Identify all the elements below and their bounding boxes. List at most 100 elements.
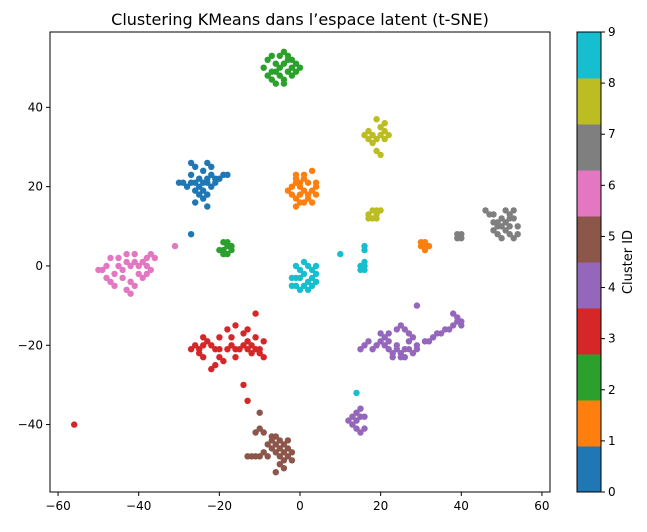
point-cluster-6 bbox=[135, 270, 142, 278]
point-cluster-6 bbox=[139, 258, 146, 266]
point-cluster-3 bbox=[196, 350, 203, 357]
point-cluster-0 bbox=[196, 183, 203, 190]
point-cluster-0 bbox=[196, 175, 203, 182]
colorbar-segment-5 bbox=[577, 216, 601, 263]
point-cluster-5 bbox=[276, 461, 283, 468]
point-cluster-4 bbox=[357, 429, 364, 436]
colorbar-tick-label: 1 bbox=[608, 434, 616, 448]
x-tick-label: 60 bbox=[534, 499, 549, 513]
colorbar-segment-7 bbox=[577, 124, 601, 171]
point-cluster-2 bbox=[264, 72, 271, 79]
point-cluster-6 bbox=[151, 254, 158, 262]
point-cluster-5 bbox=[280, 465, 288, 472]
point-cluster-5 bbox=[276, 437, 283, 444]
point-cluster-1 bbox=[300, 199, 308, 206]
point-cluster-4 bbox=[369, 346, 376, 353]
point-cluster-4 bbox=[413, 302, 421, 309]
point-cluster-5 bbox=[244, 453, 251, 460]
point-cluster-5 bbox=[256, 425, 263, 432]
point-cluster-4 bbox=[365, 338, 372, 345]
colorbar-tick-label: 3 bbox=[608, 332, 616, 346]
point-cluster-3 bbox=[71, 421, 78, 428]
point-cluster-1 bbox=[308, 167, 316, 174]
point-cluster-1 bbox=[288, 183, 296, 190]
points-layer bbox=[71, 48, 521, 476]
colorbar-segment-1 bbox=[577, 400, 601, 447]
point-cluster-8 bbox=[381, 127, 388, 135]
point-cluster-7 bbox=[490, 227, 497, 234]
point-cluster-0 bbox=[216, 175, 223, 182]
point-cluster-3 bbox=[236, 346, 243, 353]
point-cluster-4 bbox=[450, 322, 457, 329]
y-tick-label: 40 bbox=[28, 100, 43, 114]
point-cluster-9 bbox=[357, 262, 364, 270]
point-cluster-9 bbox=[292, 282, 300, 289]
point-cluster-0 bbox=[200, 187, 207, 194]
colorbar-tick-label: 5 bbox=[608, 229, 616, 243]
point-cluster-0 bbox=[192, 187, 199, 194]
point-cluster-2 bbox=[224, 239, 231, 246]
point-cluster-7 bbox=[506, 231, 513, 238]
x-tick-label: 20 bbox=[373, 499, 388, 513]
point-cluster-4 bbox=[349, 413, 356, 420]
point-cluster-2 bbox=[228, 246, 235, 254]
point-cluster-3 bbox=[260, 338, 267, 345]
point-cluster-5 bbox=[284, 453, 292, 460]
point-cluster-3 bbox=[240, 342, 247, 349]
point-cluster-0 bbox=[200, 167, 207, 174]
point-cluster-9 bbox=[304, 286, 312, 293]
point-cluster-3 bbox=[192, 342, 199, 349]
point-cluster-4 bbox=[357, 405, 364, 412]
point-cluster-7 bbox=[510, 215, 517, 222]
point-cluster-2 bbox=[288, 56, 296, 63]
colorbar-tick-label: 9 bbox=[608, 25, 616, 39]
point-cluster-9 bbox=[300, 282, 308, 289]
point-cluster-3 bbox=[244, 326, 251, 333]
point-cluster-3 bbox=[216, 354, 223, 361]
point-cluster-9 bbox=[292, 262, 300, 270]
point-cluster-8 bbox=[377, 207, 384, 214]
point-cluster-5 bbox=[280, 457, 288, 464]
point-cluster-2 bbox=[272, 60, 279, 67]
point-cluster-3 bbox=[252, 310, 259, 317]
x-tick-label: 0 bbox=[296, 499, 304, 513]
point-cluster-6 bbox=[147, 266, 154, 274]
point-cluster-8 bbox=[381, 120, 388, 127]
point-cluster-3 bbox=[248, 350, 255, 357]
point-cluster-3 bbox=[220, 357, 227, 365]
point-cluster-0 bbox=[204, 179, 211, 186]
point-cluster-3 bbox=[256, 350, 263, 357]
point-cluster-1 bbox=[296, 191, 304, 198]
point-cluster-1 bbox=[417, 239, 425, 246]
point-cluster-8 bbox=[365, 127, 372, 135]
point-cluster-4 bbox=[353, 425, 360, 432]
point-cluster-9 bbox=[337, 250, 344, 258]
point-cluster-0 bbox=[187, 159, 195, 167]
point-cluster-5 bbox=[268, 433, 275, 440]
point-cluster-3 bbox=[224, 326, 231, 333]
point-cluster-9 bbox=[312, 270, 320, 278]
point-cluster-3 bbox=[200, 334, 207, 341]
point-cluster-8 bbox=[369, 131, 376, 139]
point-cluster-4 bbox=[429, 334, 437, 341]
point-cluster-0 bbox=[175, 179, 183, 186]
point-cluster-1 bbox=[292, 195, 300, 202]
point-cluster-4 bbox=[393, 342, 400, 349]
point-cluster-4 bbox=[425, 338, 433, 345]
point-cluster-0 bbox=[208, 171, 215, 178]
point-cluster-9 bbox=[304, 262, 312, 270]
point-cluster-1 bbox=[296, 183, 304, 190]
point-cluster-9 bbox=[308, 282, 316, 289]
point-cluster-6 bbox=[115, 254, 122, 262]
point-cluster-1 bbox=[312, 191, 320, 198]
point-cluster-8 bbox=[385, 131, 392, 139]
point-cluster-7 bbox=[502, 227, 509, 234]
point-cluster-4 bbox=[373, 342, 380, 349]
point-cluster-3 bbox=[200, 342, 207, 349]
colorbar-tick-label: 6 bbox=[608, 178, 616, 192]
point-cluster-5 bbox=[276, 445, 283, 452]
point-cluster-8 bbox=[361, 131, 368, 139]
point-cluster-1 bbox=[304, 191, 312, 198]
point-cluster-1 bbox=[304, 179, 312, 186]
y-tick-label: −40 bbox=[18, 418, 43, 432]
